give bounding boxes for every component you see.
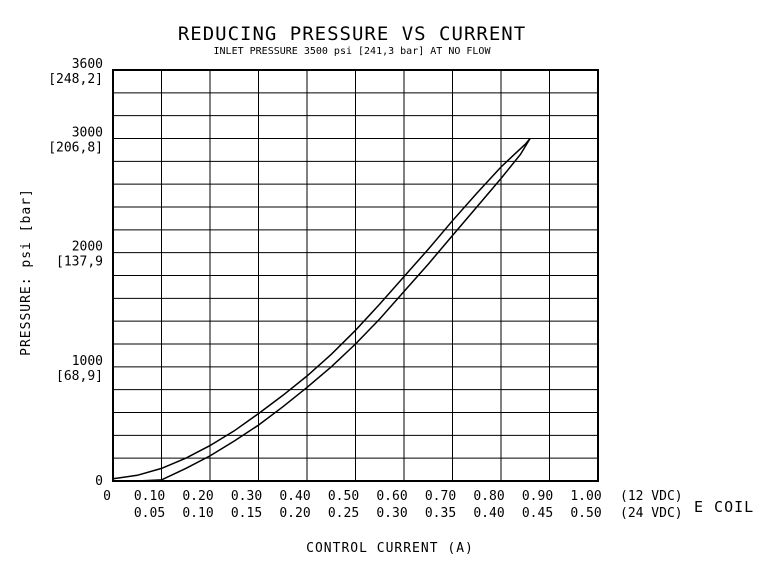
y-tick-label-bar: [137,9 — [56, 255, 103, 270]
x-tick-label-24vdc: 0.40 — [473, 506, 504, 521]
x-tick-label-24vdc: 0.30 — [376, 506, 407, 521]
x-tick-label-12vdc: 0.40 — [279, 489, 310, 504]
x-tick-label-12vdc: 0.70 — [425, 489, 456, 504]
x-tick-label-12vdc: 0.60 — [376, 489, 407, 504]
series-line-2 — [113, 138, 531, 482]
x-tick-label-24vdc: 0.35 — [425, 506, 456, 521]
x-tick-label-24vdc: 0.10 — [182, 506, 213, 521]
y-tick-label-psi: 3000 — [72, 126, 103, 141]
curves — [112, 138, 531, 482]
x-tick-label-24vdc: 0.05 — [134, 506, 165, 521]
series-line-1 — [112, 138, 531, 480]
x-tick-label-24vdc: 0.45 — [522, 506, 553, 521]
x-tick-label-12vdc: 0 — [103, 489, 111, 504]
x-tick-label-12vdc: 0.10 — [134, 489, 165, 504]
x-tick-label-12vdc: 0.30 — [231, 489, 262, 504]
x-tick-label-12vdc: 0.80 — [473, 489, 504, 504]
chart-title: REDUCING PRESSURE VS CURRENT — [178, 23, 526, 45]
x-tick-label-24vdc: 0.25 — [328, 506, 359, 521]
y-tick-label-psi: 2000 — [72, 240, 103, 255]
coil-label: E COIL — [694, 498, 754, 516]
x-tick-label-12vdc: 0.50 — [328, 489, 359, 504]
x-tick-label-24vdc: 0.20 — [279, 506, 310, 521]
x-tick-label-24vdc: 0.15 — [231, 506, 262, 521]
y-tick-label-psi: 0 — [95, 474, 103, 489]
x-tick-label-12vdc: 0.20 — [182, 489, 213, 504]
x-tick-label-12vdc: 1.00 — [570, 489, 601, 504]
x-axis-label: CONTROL CURRENT (A) — [306, 541, 474, 556]
y-tick-labels: 0 1000[68,9] 2000[137,9 3000[206,8] 3600[248… — [48, 57, 103, 489]
y-tick-label-bar: [68,9] — [56, 369, 103, 384]
x-tick-label-12vdc: 0.90 — [522, 489, 553, 504]
x-tick-suffix-24vdc: (24 VDC) — [620, 506, 683, 521]
y-tick-label-bar: [206,8] — [48, 141, 103, 156]
y-tick-label-bar: [248,2] — [48, 72, 103, 87]
x-tick-suffix-12vdc: (12 VDC) — [620, 489, 683, 504]
chart-subtitle: INLET PRESSURE 3500 psi [241,3 bar] AT N… — [214, 46, 492, 57]
plot-frame — [112, 69, 599, 482]
y-tick-label-psi: 1000 — [72, 354, 103, 369]
y-axis-label: PRESSURE: psi [bar] — [19, 188, 34, 356]
grid — [113, 70, 598, 481]
y-tick-label-psi: 3600 — [72, 57, 103, 72]
x-tick-label-24vdc: 0.50 — [570, 506, 601, 521]
x-tick-labels: 0 0.10 0.20 0.30 0.40 0.50 0.60 0.70 0.80 0.90 1.0… — [103, 489, 683, 521]
